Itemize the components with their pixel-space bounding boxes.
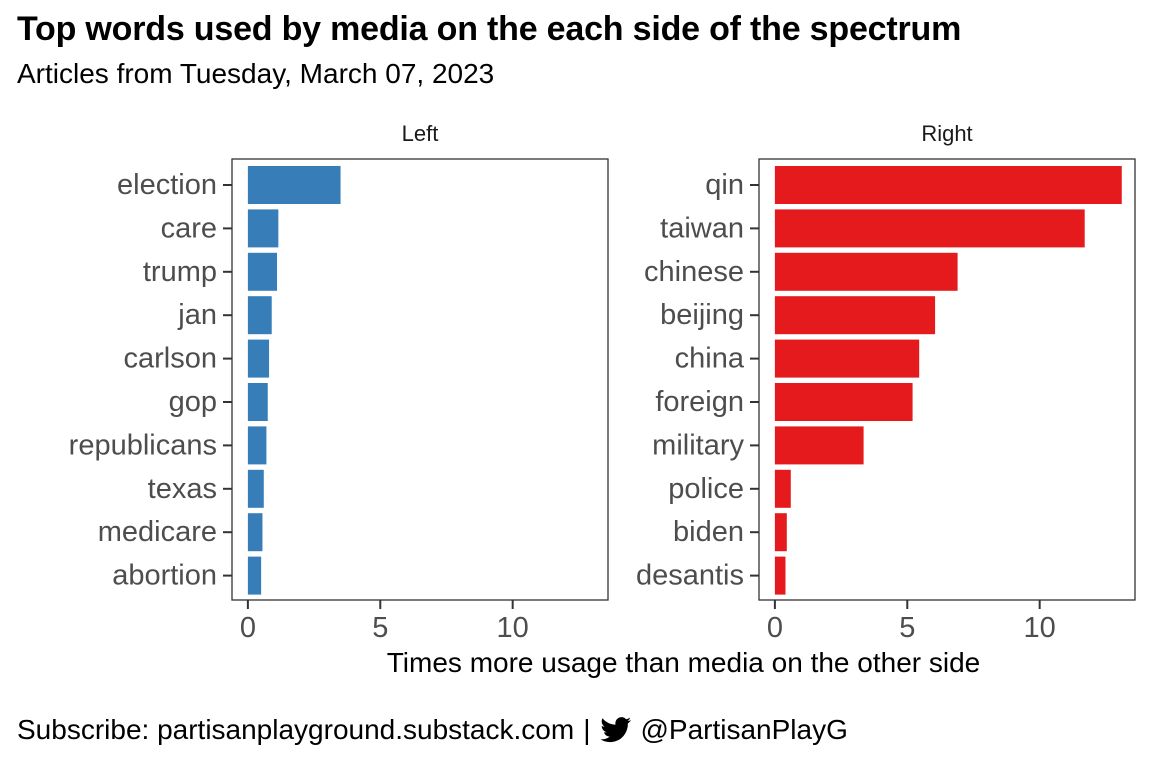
bar-desantis <box>774 556 786 595</box>
category-label-election: election <box>117 169 217 201</box>
panel-right: Right qin taiwan chinese beijing china foreign… <box>636 121 1136 644</box>
bar-republicans <box>247 426 267 465</box>
bar-foreign <box>774 383 913 421</box>
category-label-desantis: desantis <box>636 560 744 592</box>
bar-china <box>774 339 920 378</box>
category-label-abortion: abortion <box>112 560 217 592</box>
category-label-qin: qin <box>705 169 744 201</box>
category-label-foreign: foreign <box>655 386 744 418</box>
panel-strip-label: Right <box>921 121 972 146</box>
category-label-military: military <box>652 429 744 461</box>
bar-military <box>774 426 864 465</box>
bar-chinese <box>774 252 958 291</box>
bar-qin <box>774 166 1122 204</box>
category-label-gop: gop <box>169 386 217 418</box>
category-label-republicans: republicans <box>69 429 217 461</box>
x-tick-label: 10 <box>497 612 529 644</box>
twitter-handle: @PartisanPlayG <box>640 714 848 745</box>
bar-texas <box>247 469 264 508</box>
category-label-trump: trump <box>143 256 217 288</box>
bar-care <box>247 209 279 248</box>
category-label-beijing: beijing <box>660 299 744 331</box>
category-label-carlson: carlson <box>124 343 218 375</box>
bar-beijing <box>774 296 936 335</box>
bar-taiwan <box>774 209 1085 248</box>
category-label-police: police <box>668 473 744 505</box>
bar-jan <box>247 296 272 335</box>
subscribe-text: Subscribe: partisanplayground.substack.c… <box>17 714 575 745</box>
bar-medicare <box>247 513 263 552</box>
twitter-bird-icon <box>600 717 632 743</box>
bar-biden <box>774 513 787 552</box>
chart-title: Top words used by media on the each side… <box>17 10 962 48</box>
bar-election <box>247 166 341 204</box>
category-label-chinese: chinese <box>644 256 744 288</box>
panel-left: Left election care trump jan carlson gop republ… <box>69 121 609 644</box>
category-label-biden: biden <box>673 516 744 548</box>
category-label-jan: jan <box>177 299 217 331</box>
panel-border <box>231 158 609 601</box>
x-tick-label: 0 <box>240 612 256 644</box>
panel-strip-label: Left <box>402 121 439 146</box>
faceted-bar-chart: Left election care trump jan carlson gop republ… <box>69 121 1136 678</box>
x-tick-label: 5 <box>899 612 915 644</box>
x-tick-label: 10 <box>1024 612 1056 644</box>
caption: Subscribe: partisanplayground.substack.c… <box>17 714 848 746</box>
category-label-medicare: medicare <box>98 516 217 548</box>
category-label-china: china <box>675 343 745 375</box>
bar-police <box>774 469 791 508</box>
category-label-taiwan: taiwan <box>660 212 744 244</box>
x-axis-label: Times more usage than media on the other… <box>387 647 981 678</box>
bar-gop <box>247 383 268 421</box>
bar-carlson <box>247 339 270 378</box>
x-tick-label: 0 <box>767 612 783 644</box>
caption-separator: | <box>583 714 591 745</box>
panel-border <box>758 158 1136 601</box>
category-label-texas: texas <box>148 473 217 505</box>
chart-subtitle: Articles from Tuesday, March 07, 2023 <box>17 58 495 89</box>
x-tick-label: 5 <box>372 612 388 644</box>
bar-abortion <box>247 556 262 595</box>
bar-trump <box>247 252 278 291</box>
category-label-care: care <box>161 212 217 244</box>
